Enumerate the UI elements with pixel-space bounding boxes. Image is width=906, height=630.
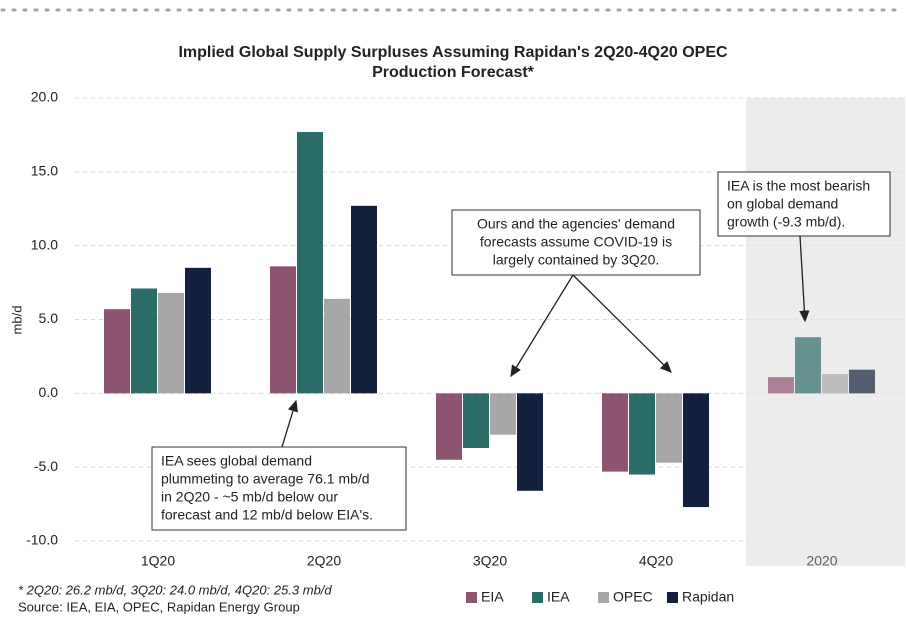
annotation-box bbox=[151, 446, 407, 531]
y-tick-label: -10.0 bbox=[26, 532, 58, 548]
legend-label: EIA bbox=[481, 589, 504, 605]
x-tick-label: 1Q20 bbox=[141, 553, 175, 569]
annotation-box bbox=[717, 171, 891, 237]
y-tick-label: 10.0 bbox=[31, 236, 58, 252]
annotation-arrow bbox=[799, 235, 810, 323]
legend-label: Rapidan bbox=[682, 589, 734, 605]
bar bbox=[768, 377, 794, 394]
bar bbox=[185, 267, 211, 394]
bar bbox=[351, 205, 377, 394]
y-tick-label: 20.0 bbox=[31, 89, 58, 105]
annotation-text: forecast and 12 mb/d below EIA's. bbox=[161, 507, 373, 523]
legend-swatch bbox=[466, 592, 477, 603]
annotation-text: IEA is the most bearish bbox=[727, 178, 870, 194]
y-tick-label: 0.0 bbox=[39, 384, 59, 400]
x-tick-label: 4Q20 bbox=[639, 553, 673, 569]
annotation-box bbox=[451, 209, 701, 276]
annotation-text: in 2Q20 - ~5 mb/d below our bbox=[161, 489, 338, 505]
bar bbox=[297, 131, 323, 394]
x-tick-label: 2020 bbox=[806, 553, 837, 569]
bar bbox=[656, 393, 682, 463]
annotation-text: IEA sees global demand bbox=[161, 453, 312, 469]
legend-swatch bbox=[598, 592, 609, 603]
annotation-text: Ours and the agencies' demand bbox=[477, 216, 675, 232]
chart-title: Implied Global Supply Surpluses Assuming… bbox=[178, 44, 728, 61]
annotation-text: largely contained by 3Q20. bbox=[493, 252, 660, 268]
bar bbox=[270, 266, 296, 394]
legend-label: OPEC bbox=[613, 589, 653, 605]
bar bbox=[158, 292, 184, 394]
legend-label: IEA bbox=[547, 589, 570, 605]
x-tick-label: 3Q20 bbox=[473, 553, 507, 569]
x-tick-label: 2Q20 bbox=[307, 553, 341, 569]
bar bbox=[463, 393, 489, 448]
bar bbox=[602, 393, 628, 472]
bar bbox=[629, 393, 655, 475]
bar bbox=[795, 337, 821, 394]
bar bbox=[849, 369, 875, 394]
annotation-text: growth (-9.3 mb/d). bbox=[727, 214, 845, 230]
annotation-arrow bbox=[281, 399, 298, 448]
annotation-arrow bbox=[572, 274, 672, 373]
annotation-arrow bbox=[510, 274, 574, 378]
legend-swatch bbox=[667, 592, 678, 603]
bar bbox=[436, 393, 462, 460]
y-tick-label: 5.0 bbox=[39, 310, 59, 326]
bar bbox=[490, 393, 516, 435]
annotation-text: on global demand bbox=[727, 196, 838, 212]
y-tick-label: -5.0 bbox=[34, 458, 58, 474]
footnote: * 2Q20: 26.2 mb/d, 3Q20: 24.0 mb/d, 4Q20… bbox=[18, 582, 332, 597]
source: Source: IEA, EIA, OPEC, Rapidan Energy G… bbox=[18, 599, 300, 614]
bar bbox=[324, 298, 350, 394]
annotation-text: plummeting to average 76.1 mb/d bbox=[161, 471, 370, 487]
bar bbox=[131, 288, 157, 394]
legend-swatch bbox=[532, 592, 543, 603]
highlight-veil bbox=[746, 98, 905, 566]
y-axis-label: mb/d bbox=[9, 306, 24, 335]
chart-title: Production Forecast* bbox=[372, 64, 535, 81]
bar bbox=[822, 374, 848, 394]
bar bbox=[517, 393, 543, 491]
bar bbox=[683, 393, 709, 508]
annotation-text: forecasts assume COVID-19 is bbox=[480, 234, 672, 250]
y-tick-label: 15.0 bbox=[31, 163, 58, 179]
bar bbox=[104, 309, 130, 394]
